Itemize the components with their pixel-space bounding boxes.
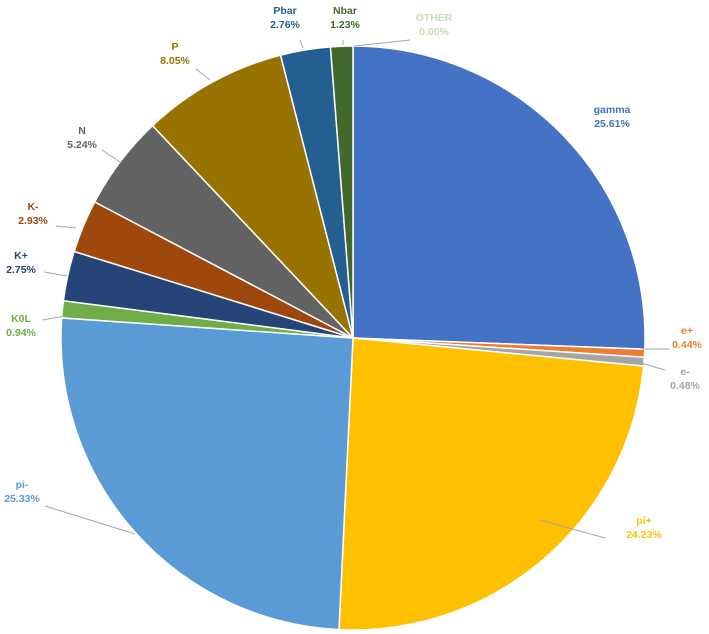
leader-lines bbox=[42, 39, 670, 539]
leader-line-k- bbox=[43, 271, 68, 277]
data-label-pct-p: 8.05% bbox=[160, 55, 190, 67]
leader-line-k0l bbox=[42, 315, 65, 321]
data-label-pct-other: 0.00% bbox=[419, 26, 449, 38]
data-label-name-p: P bbox=[171, 41, 178, 53]
data-label-pi-: pi+ 24.23% bbox=[626, 515, 662, 541]
data-labels: gamma 25.61% e+ 0.44% e- 0.48% pi+ 24.23% pi- 25.… bbox=[4, 5, 702, 541]
data-label-pct-k-: 2.75% bbox=[6, 264, 36, 276]
data-label-pi-: pi- 25.33% bbox=[4, 479, 40, 505]
data-label-k0l: K0L 0.94% bbox=[6, 313, 36, 339]
pie-slice-gamma bbox=[352, 45, 646, 351]
data-label-name-pi-: pi+ bbox=[636, 515, 651, 527]
pie-slice-pi- bbox=[60, 317, 354, 631]
leader-line-pi- bbox=[539, 519, 606, 539]
data-label-pct-n: 5.24% bbox=[67, 139, 97, 151]
data-label-pct-pbar: 2.76% bbox=[270, 19, 300, 31]
leader-line-p bbox=[195, 68, 211, 81]
data-label-pct-e-: 0.44% bbox=[672, 339, 702, 351]
data-label-name-gamma: gamma bbox=[594, 104, 631, 116]
leader-line-pi- bbox=[44, 505, 136, 535]
data-label-k-: K+ 2.75% bbox=[6, 250, 36, 276]
pie-slice-pi- bbox=[338, 337, 645, 631]
data-label-name-k-: K- bbox=[27, 201, 39, 213]
leader-line-k- bbox=[55, 225, 77, 229]
leader-line-other bbox=[353, 39, 411, 47]
data-label-other: OTHER 0.00% bbox=[416, 12, 453, 38]
data-label-name-k-: K+ bbox=[14, 250, 28, 262]
data-label-nbar: Nbar 1.23% bbox=[330, 5, 360, 31]
data-label-pct-gamma: 25.61% bbox=[594, 118, 630, 130]
data-label-name-pbar: Pbar bbox=[273, 5, 296, 17]
data-label-pct-nbar: 1.23% bbox=[330, 19, 360, 31]
data-label-name-nbar: Nbar bbox=[333, 5, 357, 17]
data-label-name-other: OTHER bbox=[416, 12, 453, 24]
data-label-e-: e+ 0.44% bbox=[672, 325, 702, 351]
data-label-k-: K- 2.93% bbox=[18, 201, 48, 227]
data-label-name-n: N bbox=[78, 125, 86, 137]
pie-slice-p bbox=[151, 54, 355, 341]
data-label-gamma: gamma 25.61% bbox=[594, 104, 631, 130]
leader-line-e- bbox=[640, 362, 666, 371]
data-label-name-k0l: K0L bbox=[11, 313, 31, 325]
data-label-name-e-: e- bbox=[680, 366, 690, 378]
data-label-pct-e-: 0.48% bbox=[670, 380, 700, 392]
data-label-pct-pi-: 24.23% bbox=[626, 529, 662, 541]
data-label-name-pi-: pi- bbox=[16, 479, 29, 491]
data-label-pbar: Pbar 2.76% bbox=[270, 5, 300, 31]
pie-slice-nbar bbox=[329, 45, 354, 339]
data-label-pct-k0l: 0.94% bbox=[6, 327, 36, 339]
data-label-pct-k-: 2.93% bbox=[18, 215, 48, 227]
data-label-pct-pi-: 25.33% bbox=[4, 493, 40, 505]
data-label-p: P 8.05% bbox=[160, 41, 190, 67]
data-label-n: N 5.24% bbox=[67, 125, 97, 151]
leader-line-n bbox=[101, 149, 121, 163]
pie-slices bbox=[60, 45, 646, 631]
leader-line-pbar bbox=[299, 39, 304, 49]
data-label-name-e-: e+ bbox=[681, 325, 693, 337]
data-label-e-: e- 0.48% bbox=[670, 366, 700, 392]
